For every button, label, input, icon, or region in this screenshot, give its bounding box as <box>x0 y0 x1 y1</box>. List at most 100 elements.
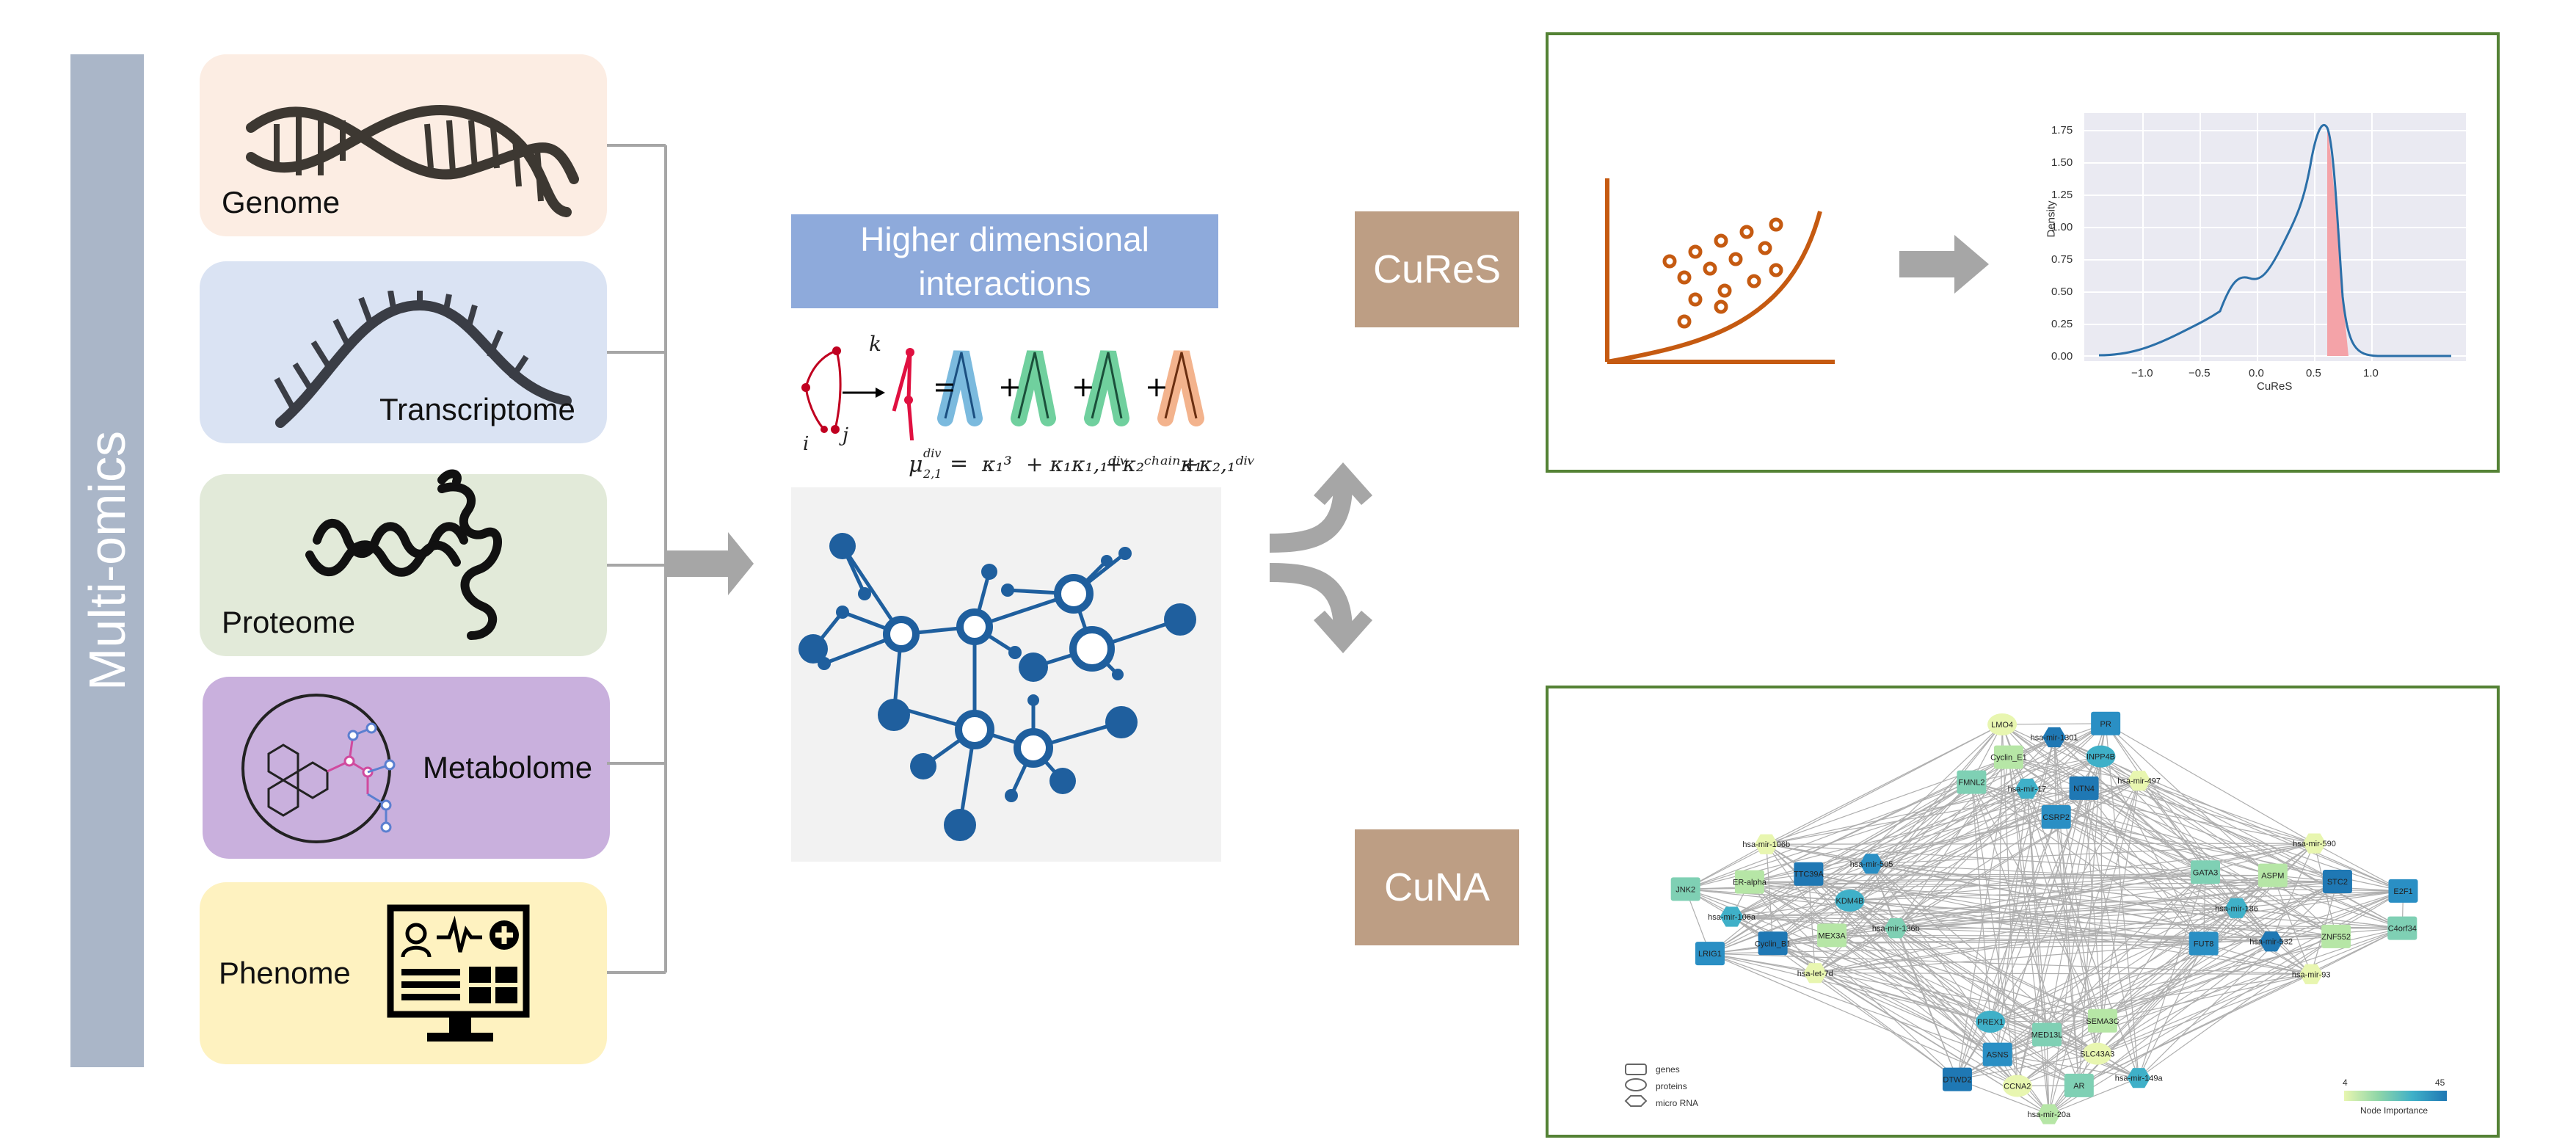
cuna-node-label: hsa-mir-93 <box>2292 970 2331 979</box>
cuna-node-label: hsa-mir-1301 <box>2031 734 2078 743</box>
cuna-node-label: ASNS <box>1987 1051 2009 1060</box>
multi-omics-label: Multi-omics <box>79 431 136 691</box>
ytick-2: 0.50 <box>2051 286 2073 298</box>
cuna-node-label: STC2 <box>2327 878 2348 887</box>
cures-arrow <box>1899 235 1989 294</box>
cuna-node-label: LMO4 <box>1991 721 2013 730</box>
cuna-node <box>1817 923 1847 948</box>
cuna-node-label: hsa-mir-497 <box>2117 777 2161 786</box>
cuna-network: hsa-mir-497 NTN4 CSRP2 hsa-mir-17 FMNL2 Cycli… <box>1670 711 2418 1124</box>
cuna-node-label: INPP4B <box>2086 753 2115 762</box>
cuna-node <box>2321 924 2351 948</box>
rna-icon <box>274 291 572 428</box>
xtick-0: −1.0 <box>2131 367 2153 379</box>
transcriptome-label: Transcriptome <box>379 392 575 426</box>
cuna-node <box>2302 833 2326 854</box>
cuna-node-label: hsa-let-7d <box>1797 970 1833 978</box>
cuna-node-label: hsa-mir-106a <box>1708 913 1756 922</box>
equation-lhs: μ <box>909 452 923 478</box>
cuna-node <box>1803 963 1827 984</box>
cuna-node-label: hsa-mir-149a <box>2115 1075 2164 1083</box>
cuna-node-label: DTWD2 <box>1943 1076 1971 1085</box>
cuna-node-label: GATA3 <box>2193 868 2218 877</box>
cuna-node <box>2224 898 2249 918</box>
cuna-node <box>1987 713 2017 735</box>
node-k-label: k <box>869 332 881 356</box>
cuna-node <box>2127 771 2151 791</box>
colorbar-label: Node Importance <box>2360 1105 2428 1116</box>
proteome-label: Proteome <box>222 605 356 639</box>
cuna-node-label: hsa-mir-20a <box>2027 1111 2071 1119</box>
svg-text:=: = <box>933 371 956 403</box>
moment-equation: μ 2,1 div = κ₁³ + κ₁κ₁,₁ᵈⁱᵛ +κ₂ᶜʰᵃⁱⁿκ₁ +… <box>909 446 1255 484</box>
density-highlight <box>2327 128 2348 356</box>
cuna-node <box>2127 1068 2151 1088</box>
ytick-6: 1.50 <box>2051 156 2073 169</box>
ytick-4: 1.00 <box>2051 221 2073 233</box>
network-illustration <box>798 533 1196 841</box>
merge-arrow <box>666 532 754 595</box>
phenome-card: Phenome <box>200 882 607 1064</box>
split-arrows <box>1270 462 1372 653</box>
genome-label: Genome <box>222 185 341 219</box>
cuna-node-label: E2F1 <box>2393 887 2412 896</box>
up-arrow-head <box>1314 462 1372 505</box>
cures-panel: Density 0.00 0.25 0.50 0.75 1.00 1.25 1.… <box>1546 32 2500 473</box>
cuna-node-label: SEMA3C <box>2086 1017 2119 1026</box>
cuna-node <box>2086 745 2116 768</box>
equation-term-1: κ₁³ <box>982 452 1012 476</box>
transcriptome-card: Transcriptome <box>200 261 607 443</box>
ytick-0: 0.00 <box>2051 350 2073 363</box>
ytick-5: 1.25 <box>2051 189 2073 201</box>
svg-text:+: + <box>1145 371 1168 403</box>
cuna-node-label: hsa-mir-17 <box>2008 785 2047 793</box>
legend-microrna: micro RNA <box>1656 1098 1699 1108</box>
shape-legend-icons <box>1624 1064 1648 1107</box>
cuna-node <box>1993 745 2023 769</box>
node-i-label: i <box>803 433 809 455</box>
cuna-node <box>2387 916 2417 940</box>
cuna-node-label: ER-alpha <box>1733 879 1767 887</box>
cuna-node-label: C4orf34 <box>2388 925 2417 934</box>
cuna-node-label: ASPM <box>2261 872 2284 881</box>
cuna-node-label: NTN4 <box>2073 785 2095 793</box>
cuna-node-label: hsa-mir-106b <box>1742 840 1790 849</box>
cuna-node-label: AR <box>2073 1082 2084 1091</box>
cuna-node <box>2069 776 2099 800</box>
cuna-node-label: FUT8 <box>2194 940 2214 949</box>
metabolite-icon <box>241 694 396 843</box>
cuna-node-label: CSRP2 <box>2042 813 2070 822</box>
cuna-node <box>1957 770 1987 794</box>
density-curve <box>2098 123 2451 357</box>
cuna-node-label: MEX3A <box>1818 931 1846 940</box>
equation-lhs-sup: div <box>923 446 942 460</box>
cuna-node <box>1942 1067 1972 1091</box>
cuna-node <box>2188 931 2219 956</box>
cuna-node-label: Cyclin_E1 <box>1990 754 2027 763</box>
cuna-node-label: hsa-mir-186 <box>2215 904 2258 913</box>
equation-equals: = <box>950 451 969 476</box>
cuna-node <box>1982 1042 2012 1066</box>
cuna-node <box>2002 1075 2032 1097</box>
colorbar-min: 4 <box>2343 1077 2348 1088</box>
cuna-node-label: hsa-mir-532 <box>2249 938 2293 947</box>
legend-proteins: proteins <box>1656 1081 1687 1091</box>
cuna-node <box>1670 877 1700 901</box>
legend-genes: genes <box>1656 1064 1680 1075</box>
cuna-node <box>2257 863 2288 887</box>
cuna-tag: CuNA <box>1355 829 1519 945</box>
cuna-node <box>2299 964 2324 984</box>
node-j-label: j <box>843 424 849 446</box>
cuna-node-label: PR <box>2100 720 2111 729</box>
cuna-node <box>2190 860 2220 884</box>
cuna-node-label: JNK2 <box>1676 885 1695 894</box>
cuna-node <box>1720 906 1744 927</box>
ytick-7: 1.75 <box>2051 124 2073 137</box>
cuna-node-label: MED13L <box>2031 1031 2063 1040</box>
cuna-panel: hsa-mir-497 NTN4 CSRP2 hsa-mir-17 FMNL2 Cycli… <box>1546 686 2500 1138</box>
metabolome-card: Metabolome <box>203 677 610 859</box>
cuna-node-label: SLC43A3 <box>2080 1050 2114 1059</box>
cuna-node-label: PREX1 <box>1977 1018 2004 1027</box>
xtick-3: 0.5 <box>2306 367 2321 379</box>
down-arrow-head <box>1314 611 1372 653</box>
